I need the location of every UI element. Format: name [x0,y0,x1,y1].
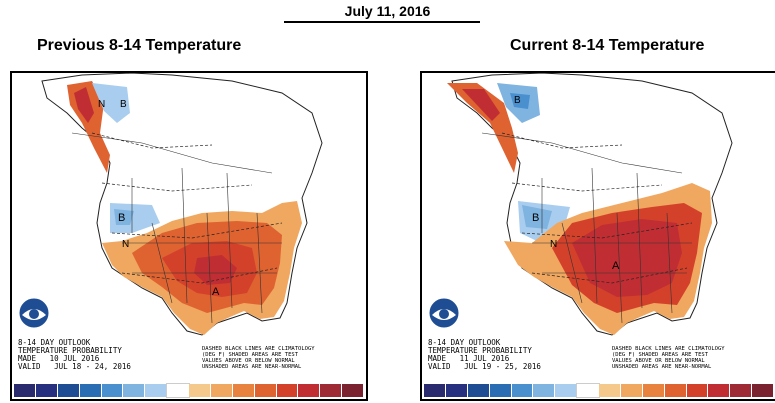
map-label: B [118,212,125,224]
climatology-lines [501,132,693,284]
colorbar-swatch [620,384,643,397]
noaa-logo-icon [428,297,460,329]
outlook-info: 8-14 DAY OUTLOOK TEMPERATURE PROBABILITY M… [18,339,131,371]
temperature-map: B B N A [447,73,733,336]
info-line: VALID JUL 19 - 25, 2016 [428,362,541,371]
colorbar-swatch [533,384,556,397]
info-line: MADE 10 JUL 2016 [18,354,100,363]
map-label: N [98,99,105,110]
note-line: VALUES ABOVE OR BELOW NORMAL [612,358,705,364]
colorbar-swatch [708,384,731,397]
colorbar-swatch [166,383,190,398]
colorbar-swatch [254,384,277,397]
current-outlook-title: Current 8-14 Temperature [510,37,705,54]
colorbar-swatch [145,384,168,397]
map-label: N [122,239,129,250]
above-area-alaska-core [74,87,94,123]
map-label: B [120,99,127,110]
colorbar-swatch [730,384,753,397]
note-line: DASHED BLACK LINES ARE CLIMATOLOGY [612,346,725,352]
colorbar-swatch [424,384,446,397]
info-line: VALID JUL 18 - 24, 2016 [18,362,131,371]
colorbar-swatch [298,384,321,397]
colorbar-swatch [445,384,468,397]
above-area-alaska [447,83,518,173]
colorbar-swatch [276,384,299,397]
colorbar-swatch [210,384,233,397]
colorbar-swatch [57,384,80,397]
below-area-alaska-core [510,93,530,109]
info-line: TEMPERATURE PROBABILITY [18,346,122,355]
colorbar-swatch [599,384,621,397]
colorbar-swatch [101,384,124,397]
info-line: MADE 11 JUL 2016 [428,354,510,363]
colorbar-swatch [555,384,578,397]
above-area-alaska-core [462,89,500,121]
colorbar-swatch [664,384,687,397]
legend-note: DASHED BLACK LINES ARE CLIMATOLOGY (DEG F… [202,346,315,370]
note-line: (DEG F) SHADED AREAS ARE TEST [202,352,299,358]
below-area-northwest-core [522,205,552,229]
map-label: B [514,95,521,106]
noaa-logo-icon [18,297,50,329]
probability-colorbar [424,383,774,398]
below-area-northwest-core [114,209,134,225]
map-label: N [550,239,557,250]
current-outlook-map: B B N A 8-14 DAY OUTLOOK TEMPERATURE PROB… [420,71,775,401]
previous-outlook-title: Previous 8-14 Temperature [37,37,242,54]
colorbar-swatch [642,384,665,397]
date-underline [284,21,480,23]
colorbar-swatch [123,384,146,397]
colorbar-swatch [576,383,600,398]
colorbar-swatch [189,384,211,397]
note-line: VALUES ABOVE OR BELOW NORMAL [202,358,295,364]
note-line: DASHED BLACK LINES ARE CLIMATOLOGY [202,346,315,352]
previous-outlook-map: N B B N A 8-14 DAY OUTLOOK TEMPERATURE PR… [10,71,368,401]
temperature-map: N B B N A [41,73,323,336]
below-area-alaska [92,83,130,123]
map-label: A [212,286,220,298]
climatology-lines [91,132,283,284]
probability-colorbar [14,383,364,398]
above-area-core [194,255,237,285]
legend-note: DASHED BLACK LINES ARE CLIMATOLOGY (DEG F… [612,346,725,370]
colorbar-swatch [342,384,364,397]
colorbar-swatch [752,384,774,397]
colorbar-swatch [79,384,102,397]
map-label: B [532,212,539,224]
colorbar-swatch [489,384,512,397]
colorbar-swatch [467,384,490,397]
page-date: July 11, 2016 [344,3,431,19]
colorbar-swatch [14,384,36,397]
note-line: UNSHADED AREAS ARE NEAR-NORMAL [612,364,712,370]
outlook-info: 8-14 DAY OUTLOOK TEMPERATURE PROBABILITY M… [428,339,541,371]
colorbar-swatch [35,384,58,397]
colorbar-swatch [511,384,534,397]
note-line: (DEG F) SHADED AREAS ARE TEST [612,352,709,358]
info-line: TEMPERATURE PROBABILITY [428,346,532,355]
info-line: 8-14 DAY OUTLOOK [18,338,91,347]
colorbar-swatch [232,384,255,397]
info-line: 8-14 DAY OUTLOOK [428,338,501,347]
above-area-inner [572,219,682,297]
colorbar-swatch [320,384,343,397]
note-line: UNSHADED AREAS ARE NEAR-NORMAL [202,364,302,370]
colorbar-swatch [686,384,709,397]
map-label: A [612,260,620,272]
